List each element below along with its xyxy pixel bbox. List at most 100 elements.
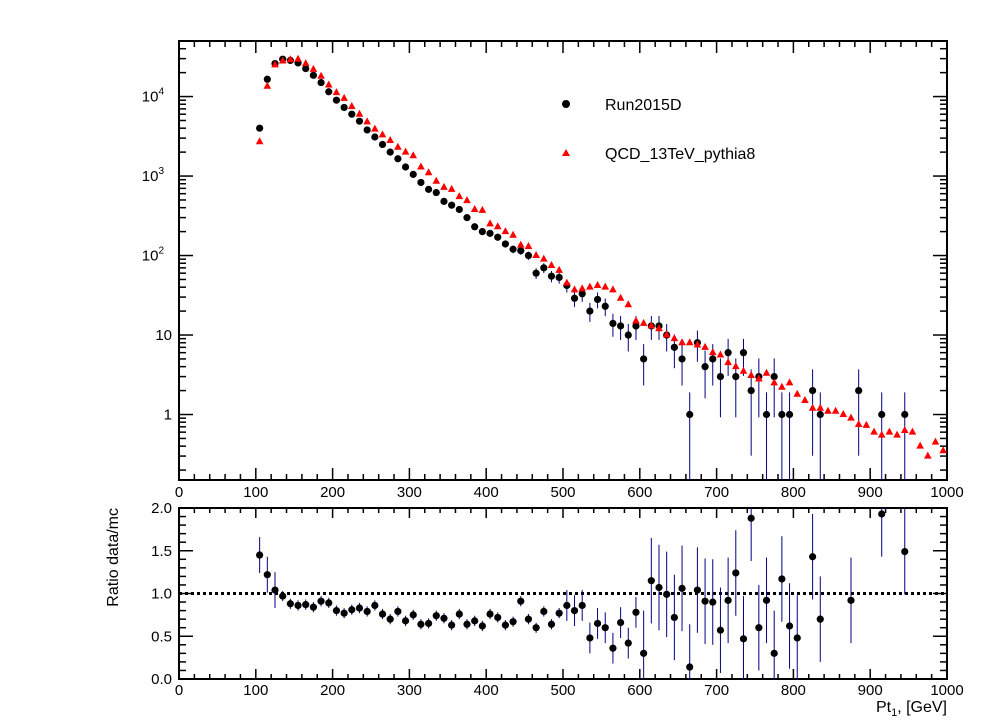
ratio-plot: 0 100 200 300 400 500 600 700 800 900 1000 0.0 0.5 1…: [105, 500, 964, 719]
data-point-run2015d: [501, 240, 509, 248]
data-point-run2015d: [463, 214, 471, 222]
mc-point-qcd: [432, 176, 441, 184]
data-point-run2015d: [378, 140, 387, 149]
y-tick-label: 102: [142, 246, 165, 265]
ratio-point: [716, 626, 725, 634]
ratio-point: [701, 597, 709, 605]
ratio-point: [570, 607, 579, 615]
y-tick-label: 0.0: [151, 671, 172, 688]
data-point-run2015d: [855, 386, 863, 395]
x-tick-label: 900: [858, 484, 883, 501]
x-tick-label: 700: [704, 682, 729, 699]
mc-point-qcd: [509, 230, 517, 238]
mc-point-qcd: [409, 151, 418, 159]
ratio-point: [670, 613, 678, 622]
mc-point-qcd: [563, 278, 571, 286]
ratio-point: [409, 611, 417, 619]
y-tick-label: 103: [142, 166, 165, 185]
ratio-point: [494, 613, 502, 622]
x-tick-label: 1000: [930, 682, 963, 699]
x-tick-label: 500: [550, 484, 575, 501]
legend-label-run2015d: Run2015D: [605, 97, 682, 114]
data-point-run2015d: [640, 355, 648, 363]
ratio-point: [624, 639, 632, 647]
ratio-point: [432, 612, 440, 620]
data-point-run2015d: [739, 349, 748, 357]
ratio-point: [279, 592, 287, 600]
ratio-point: [709, 598, 717, 606]
mc-point-qcd: [831, 406, 840, 414]
ratio-point: [455, 610, 463, 618]
mc-point-qcd: [463, 196, 471, 204]
mc-point-qcd: [478, 205, 487, 213]
ratio-point: [348, 606, 356, 614]
ratio-point: [294, 601, 302, 610]
ratio-point: [340, 609, 348, 617]
mc-point-qcd: [755, 374, 763, 382]
data-point-run2015d: [770, 372, 778, 381]
data-point-run2015d: [555, 273, 563, 282]
data-point-run2015d: [440, 197, 448, 205]
y-tick-label: 2.0: [151, 500, 172, 517]
data-point-run2015d: [309, 71, 317, 79]
x-tick-label: 300: [397, 484, 422, 501]
ratio-point: [394, 607, 402, 616]
mc-point-qcd: [693, 340, 702, 348]
ratio-point: [640, 649, 648, 657]
ratio-point: [663, 590, 671, 598]
mc-point-qcd: [708, 348, 717, 356]
data-point-run2015d: [686, 410, 694, 419]
data-point-run2015d: [540, 264, 548, 272]
mc-point-qcd: [601, 282, 610, 290]
ratio-point: [317, 597, 325, 605]
mc-point-qcd: [870, 427, 878, 435]
ratio-point: [463, 620, 471, 628]
ratio-point: [271, 586, 279, 594]
ratio-point: [578, 601, 586, 610]
mc-point-qcd: [762, 368, 771, 376]
data-point-run2015d: [578, 290, 586, 298]
ratio-point: [762, 596, 771, 604]
data-point-run2015d: [486, 229, 494, 237]
mc-point-qcd: [570, 285, 579, 293]
x-tick-label: 600: [627, 682, 652, 699]
mc-point-qcd: [770, 378, 778, 386]
ratio-point: [778, 575, 786, 583]
y-tick-label: 104: [142, 87, 165, 106]
y-tick-label: 10: [155, 327, 172, 344]
data-point-run2015d: [670, 343, 678, 351]
ratio-point: [425, 619, 433, 628]
data-point-run2015d: [593, 295, 602, 304]
ratio-point: [517, 597, 525, 605]
mc-point-qcd: [286, 55, 295, 63]
data-point-run2015d: [478, 228, 486, 236]
x-tick-label: 600: [627, 484, 652, 501]
data-point-run2015d: [724, 349, 732, 357]
data-point-run2015d: [471, 223, 479, 231]
ratio-point: [471, 617, 479, 625]
mc-point-qcd: [793, 389, 802, 397]
ratio-point: [478, 622, 486, 630]
data-point-run2015d: [448, 201, 456, 209]
ratio-point: [286, 600, 294, 608]
mc-point-qcd: [877, 430, 886, 438]
ratio-point: [532, 624, 540, 632]
data-point-run2015d: [524, 251, 533, 260]
legend-label-qcd: QCD_13TeV_pythia8: [605, 146, 755, 163]
data-point-run2015d: [901, 410, 909, 419]
mc-point-qcd: [724, 358, 732, 366]
ratio-point: [586, 634, 594, 642]
mc-point-qcd: [493, 222, 502, 230]
mc-point-qcd: [324, 80, 333, 88]
main-plot-frame: [178, 40, 948, 481]
mc-point-qcd: [747, 370, 755, 378]
mc-point-qcd: [854, 419, 863, 427]
mc-point-qcd: [916, 441, 924, 449]
data-point-run2015d: [386, 148, 394, 156]
mc-point-qcd: [716, 350, 725, 358]
mc-point-qcd: [455, 192, 464, 200]
data-point-run2015d: [632, 322, 640, 330]
ratio-point: [609, 644, 617, 652]
ratio-point: [770, 649, 778, 657]
